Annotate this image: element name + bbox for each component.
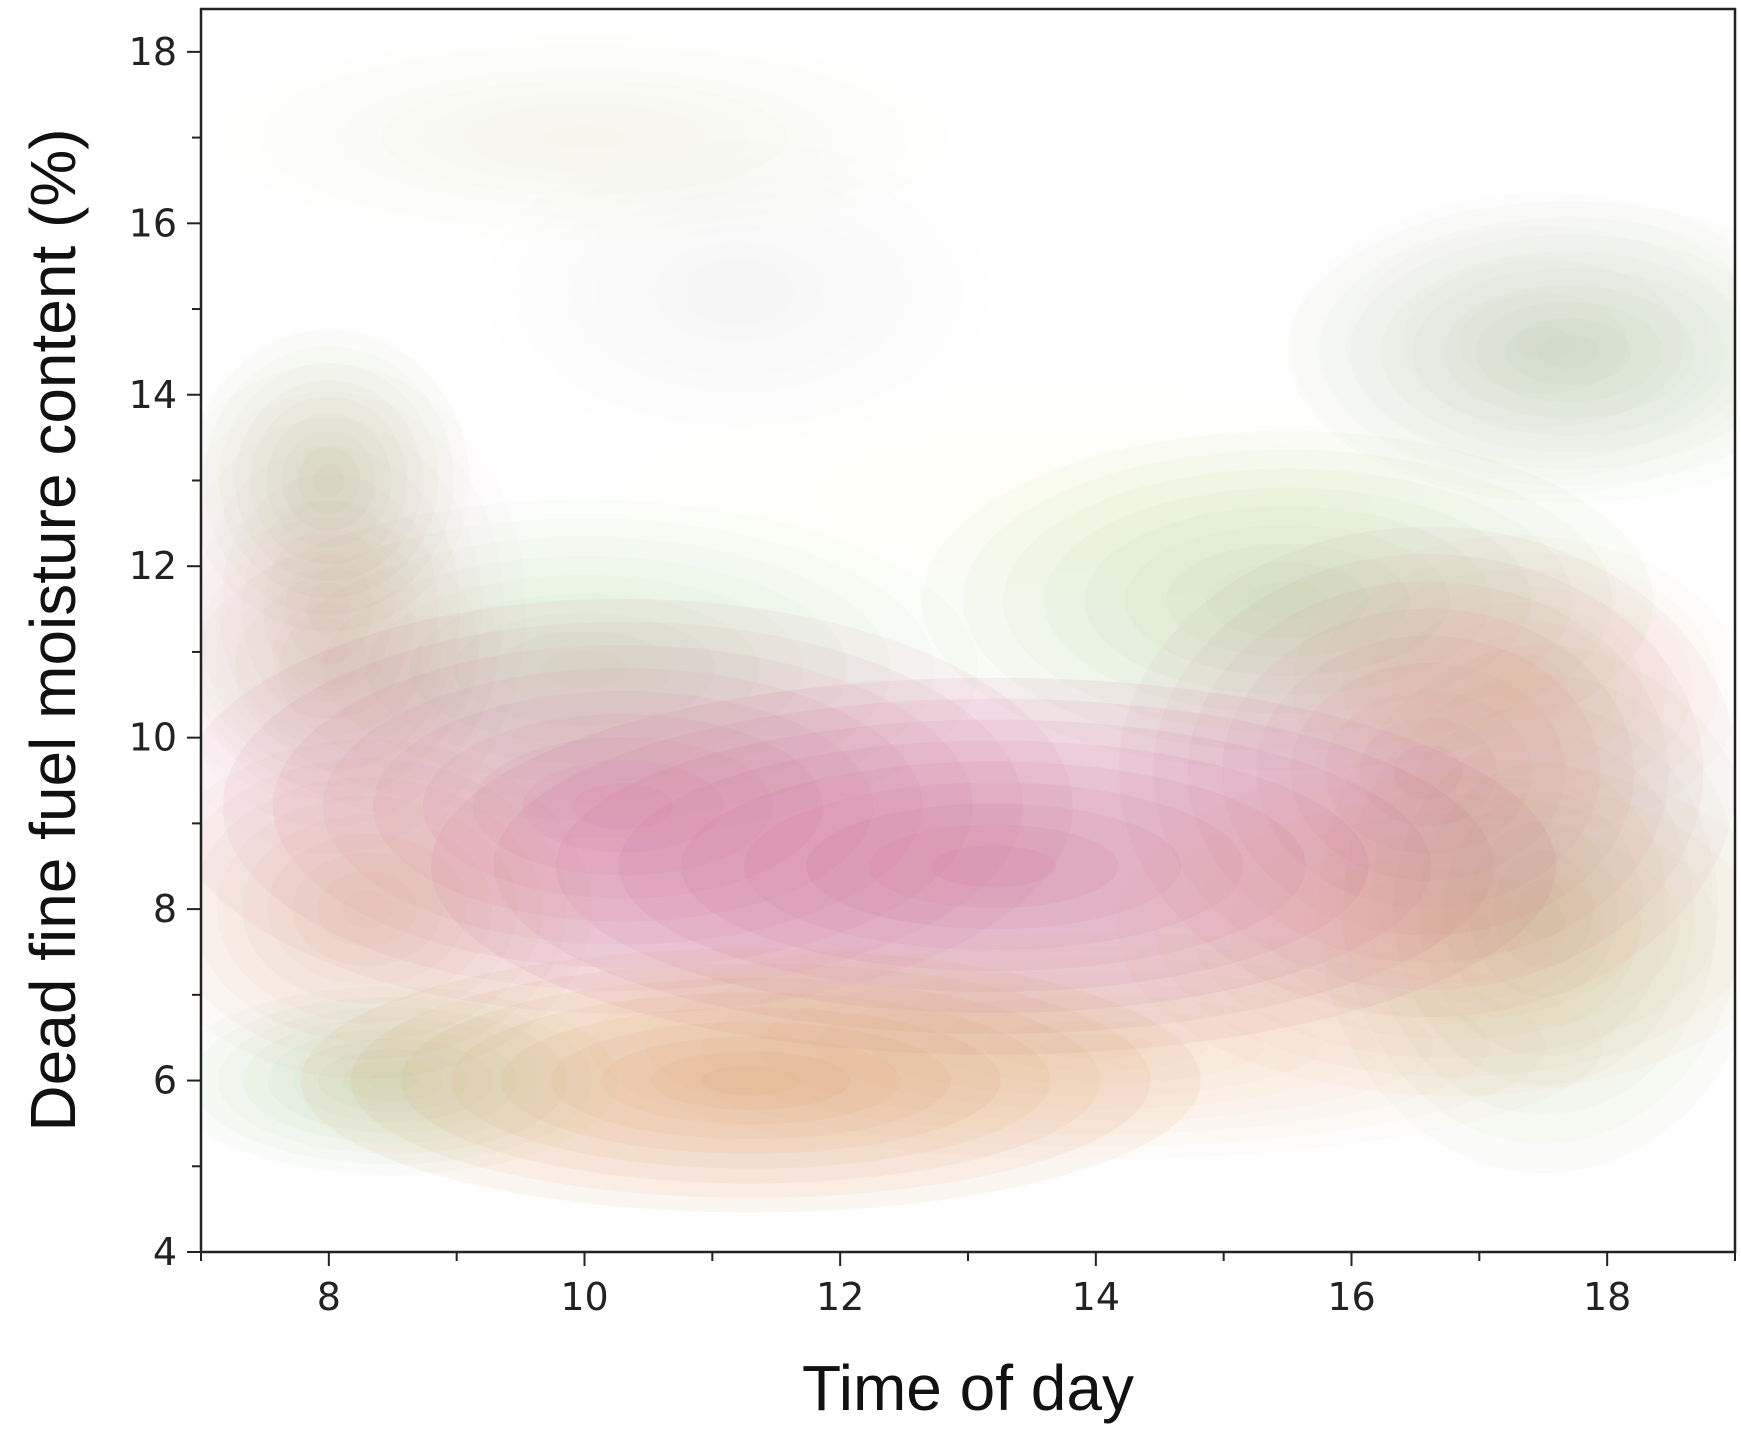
density-contour xyxy=(222,621,1023,991)
y-tick-label: 4 xyxy=(153,1230,177,1274)
density-contour xyxy=(1290,662,1566,881)
density-contour xyxy=(1020,485,1120,510)
density-contour xyxy=(1256,635,1601,909)
density-series xyxy=(201,635,1543,1213)
density-contour xyxy=(217,1007,568,1154)
density-contour xyxy=(1206,562,1369,639)
density-contour xyxy=(201,777,543,1042)
x-tick-label: 14 xyxy=(1072,1275,1120,1319)
x-tick-label: 16 xyxy=(1327,1275,1375,1319)
density-contour xyxy=(493,698,1494,1034)
density-contour xyxy=(201,986,618,1175)
density-contour xyxy=(1221,608,1635,936)
density-contour xyxy=(1118,526,1735,1018)
density-contour xyxy=(1493,669,1543,703)
density-contour xyxy=(1325,690,1532,854)
density-contour xyxy=(700,1065,801,1096)
x-tick-label: 18 xyxy=(1583,1275,1631,1319)
density-contour xyxy=(1416,907,1491,945)
density-contour xyxy=(806,803,1182,930)
density-contour xyxy=(681,761,1307,972)
density-contour xyxy=(400,977,1101,1184)
density-contour xyxy=(600,1036,901,1125)
y-tick-label: 6 xyxy=(153,1059,177,1103)
density-contour xyxy=(322,667,923,945)
density-contour xyxy=(1515,327,1571,361)
density-contour xyxy=(550,1021,951,1140)
density-contour xyxy=(201,739,593,1079)
y-tick-label: 10 xyxy=(129,716,177,760)
x-tick-label: 10 xyxy=(560,1275,608,1319)
density-contour xyxy=(342,890,393,928)
density-contour xyxy=(317,871,418,947)
density-contour xyxy=(292,1038,493,1123)
density-contour xyxy=(572,783,673,830)
density-contour xyxy=(450,992,1051,1169)
density-contour xyxy=(618,740,1369,992)
x-axis-title: Time of day xyxy=(802,1352,1134,1424)
y-axis-title: Dead fine fuel moisture content (%) xyxy=(17,128,89,1131)
density-contour xyxy=(201,758,568,1060)
density-contour xyxy=(868,824,1119,909)
density-contour xyxy=(1043,487,1532,714)
density-contour xyxy=(500,1007,1001,1154)
density-contour xyxy=(710,275,766,309)
density-contour xyxy=(931,845,1057,888)
density-contour xyxy=(267,1028,518,1133)
density-contour xyxy=(1246,581,1329,620)
density-contour xyxy=(350,963,1151,1198)
density-contour xyxy=(422,714,823,899)
y-axis: 4 6 8 10 12 14 16 18 xyxy=(129,30,201,1274)
density-contour xyxy=(1153,554,1704,990)
density-contour xyxy=(272,644,973,968)
density-contour xyxy=(300,948,1201,1213)
density-contour xyxy=(201,598,1073,1014)
density-contour xyxy=(650,1051,851,1110)
density-contour xyxy=(292,852,443,966)
density-contour xyxy=(372,690,873,922)
density-contour xyxy=(1359,717,1497,827)
density-contour xyxy=(1084,506,1491,695)
density-contour xyxy=(217,795,518,1023)
density-contour xyxy=(342,1059,443,1102)
y-tick-label: 16 xyxy=(129,201,177,245)
density-layers xyxy=(201,126,1735,1213)
density-contour xyxy=(317,1049,468,1112)
density-contour xyxy=(242,1017,543,1144)
density-contour xyxy=(544,126,625,149)
density-contour xyxy=(1125,525,1451,676)
y-tick-label: 14 xyxy=(129,373,177,417)
density-contour xyxy=(472,737,773,876)
density-contour xyxy=(921,430,1654,771)
density-series xyxy=(201,126,1654,1175)
density-series xyxy=(201,327,1735,1055)
x-tick-label: 12 xyxy=(816,1275,864,1319)
density-contour xyxy=(431,677,1557,1055)
density-contour xyxy=(267,833,468,985)
y-tick-label: 12 xyxy=(129,544,177,588)
density-contour xyxy=(522,760,723,853)
y-tick-label: 8 xyxy=(153,887,177,931)
x-tick-label: 8 xyxy=(317,1275,341,1319)
density-contour xyxy=(310,635,347,669)
density-contour xyxy=(1187,581,1669,963)
density-contour xyxy=(1393,744,1463,800)
density-contour xyxy=(367,1070,418,1092)
density-contour xyxy=(1040,1034,1152,1059)
density-contour xyxy=(1003,468,1572,733)
x-axis: 8 10 12 14 16 18 xyxy=(200,1252,1736,1319)
density-contour xyxy=(242,814,493,1004)
y-tick-label: 18 xyxy=(129,30,177,74)
density-contour xyxy=(962,449,1613,752)
density-contour xyxy=(201,996,593,1165)
density-contour xyxy=(743,782,1244,951)
density-contour xyxy=(556,719,1432,1013)
density-contour xyxy=(1165,543,1410,658)
